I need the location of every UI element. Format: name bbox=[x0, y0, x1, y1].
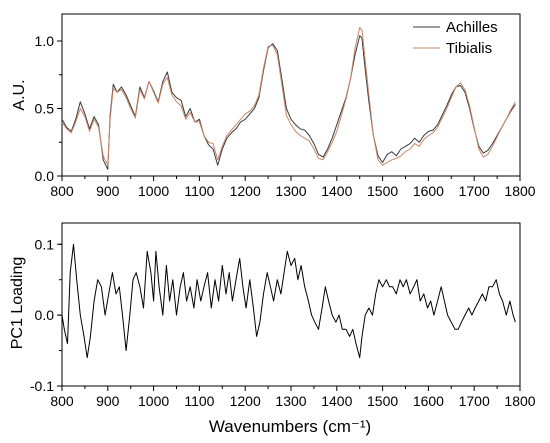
bottom-x-tick-label: 1500 bbox=[367, 393, 398, 409]
top-x-tick-label: 1800 bbox=[504, 183, 535, 199]
bottom-x-tick-label: 1000 bbox=[138, 393, 169, 409]
bottom-series-group bbox=[61, 243, 516, 359]
top-x-tick-label: 800 bbox=[50, 183, 74, 199]
top-y-axis-label: A.U. bbox=[11, 79, 28, 110]
bottom-panel: 800 900 1000 1100 1200 1300 1400 1500 1600 1700 18… bbox=[9, 222, 536, 436]
legend-label-achilles: Achilles bbox=[446, 19, 498, 36]
top-legend: Achilles Tibialis bbox=[413, 19, 498, 57]
bottom-x-tick-label: 900 bbox=[96, 393, 120, 409]
top-series-group bbox=[61, 27, 516, 170]
x-axis-label: Wavenumbers (cm⁻¹) bbox=[209, 417, 371, 436]
top-x-tick-label: 1400 bbox=[321, 183, 352, 199]
top-series-line-tibialis bbox=[61, 27, 516, 166]
top-y-tick-label: 1.0 bbox=[35, 33, 55, 49]
top-x-tick-label: 1300 bbox=[275, 183, 306, 199]
bottom-x-tick-label: 1600 bbox=[413, 393, 444, 409]
legend-label-tibialis: Tibialis bbox=[446, 40, 492, 57]
bottom-y-tick-label: 0.1 bbox=[35, 236, 55, 252]
bottom-x-tick-label: 1300 bbox=[275, 393, 306, 409]
top-x-tick-label: 1500 bbox=[367, 183, 398, 199]
top-x-tick-label: 1600 bbox=[413, 183, 444, 199]
top-y-tick-label: 0.0 bbox=[35, 168, 55, 184]
bottom-x-tick-label: 1200 bbox=[230, 393, 261, 409]
bottom-x-tick-label: 1100 bbox=[184, 393, 214, 409]
bottom-y-axis-label: PC1 Loading bbox=[9, 257, 26, 350]
bottom-y-tick-label: -0.1 bbox=[30, 378, 54, 394]
top-panel: 800 900 1000 1100 1200 1300 1400 1500 1600 1700 18… bbox=[11, 13, 536, 199]
bottom-x-tick-label: 800 bbox=[50, 393, 74, 409]
top-y-tick-label: 0.5 bbox=[35, 101, 55, 117]
top-x-tick-label: 1700 bbox=[459, 183, 490, 199]
top-ticks: 800 900 1000 1100 1200 1300 1400 1500 1600 1700 18… bbox=[35, 33, 536, 199]
top-x-tick-label: 900 bbox=[96, 183, 120, 199]
bottom-y-tick-label: 0.0 bbox=[35, 307, 55, 323]
bottom-x-tick-label: 1800 bbox=[504, 393, 535, 409]
bottom-x-tick-label: 1700 bbox=[459, 393, 490, 409]
top-x-tick-label: 1200 bbox=[230, 183, 261, 199]
top-x-tick-label: 1100 bbox=[184, 183, 214, 199]
top-series-line-achilles bbox=[61, 35, 516, 170]
bottom-ticks: 800 900 1000 1100 1200 1300 1400 1500 1600 1700 18… bbox=[30, 236, 536, 409]
top-x-tick-label: 1000 bbox=[138, 183, 169, 199]
bottom-series-line-0 bbox=[61, 243, 516, 359]
bottom-x-tick-label: 1400 bbox=[321, 393, 352, 409]
